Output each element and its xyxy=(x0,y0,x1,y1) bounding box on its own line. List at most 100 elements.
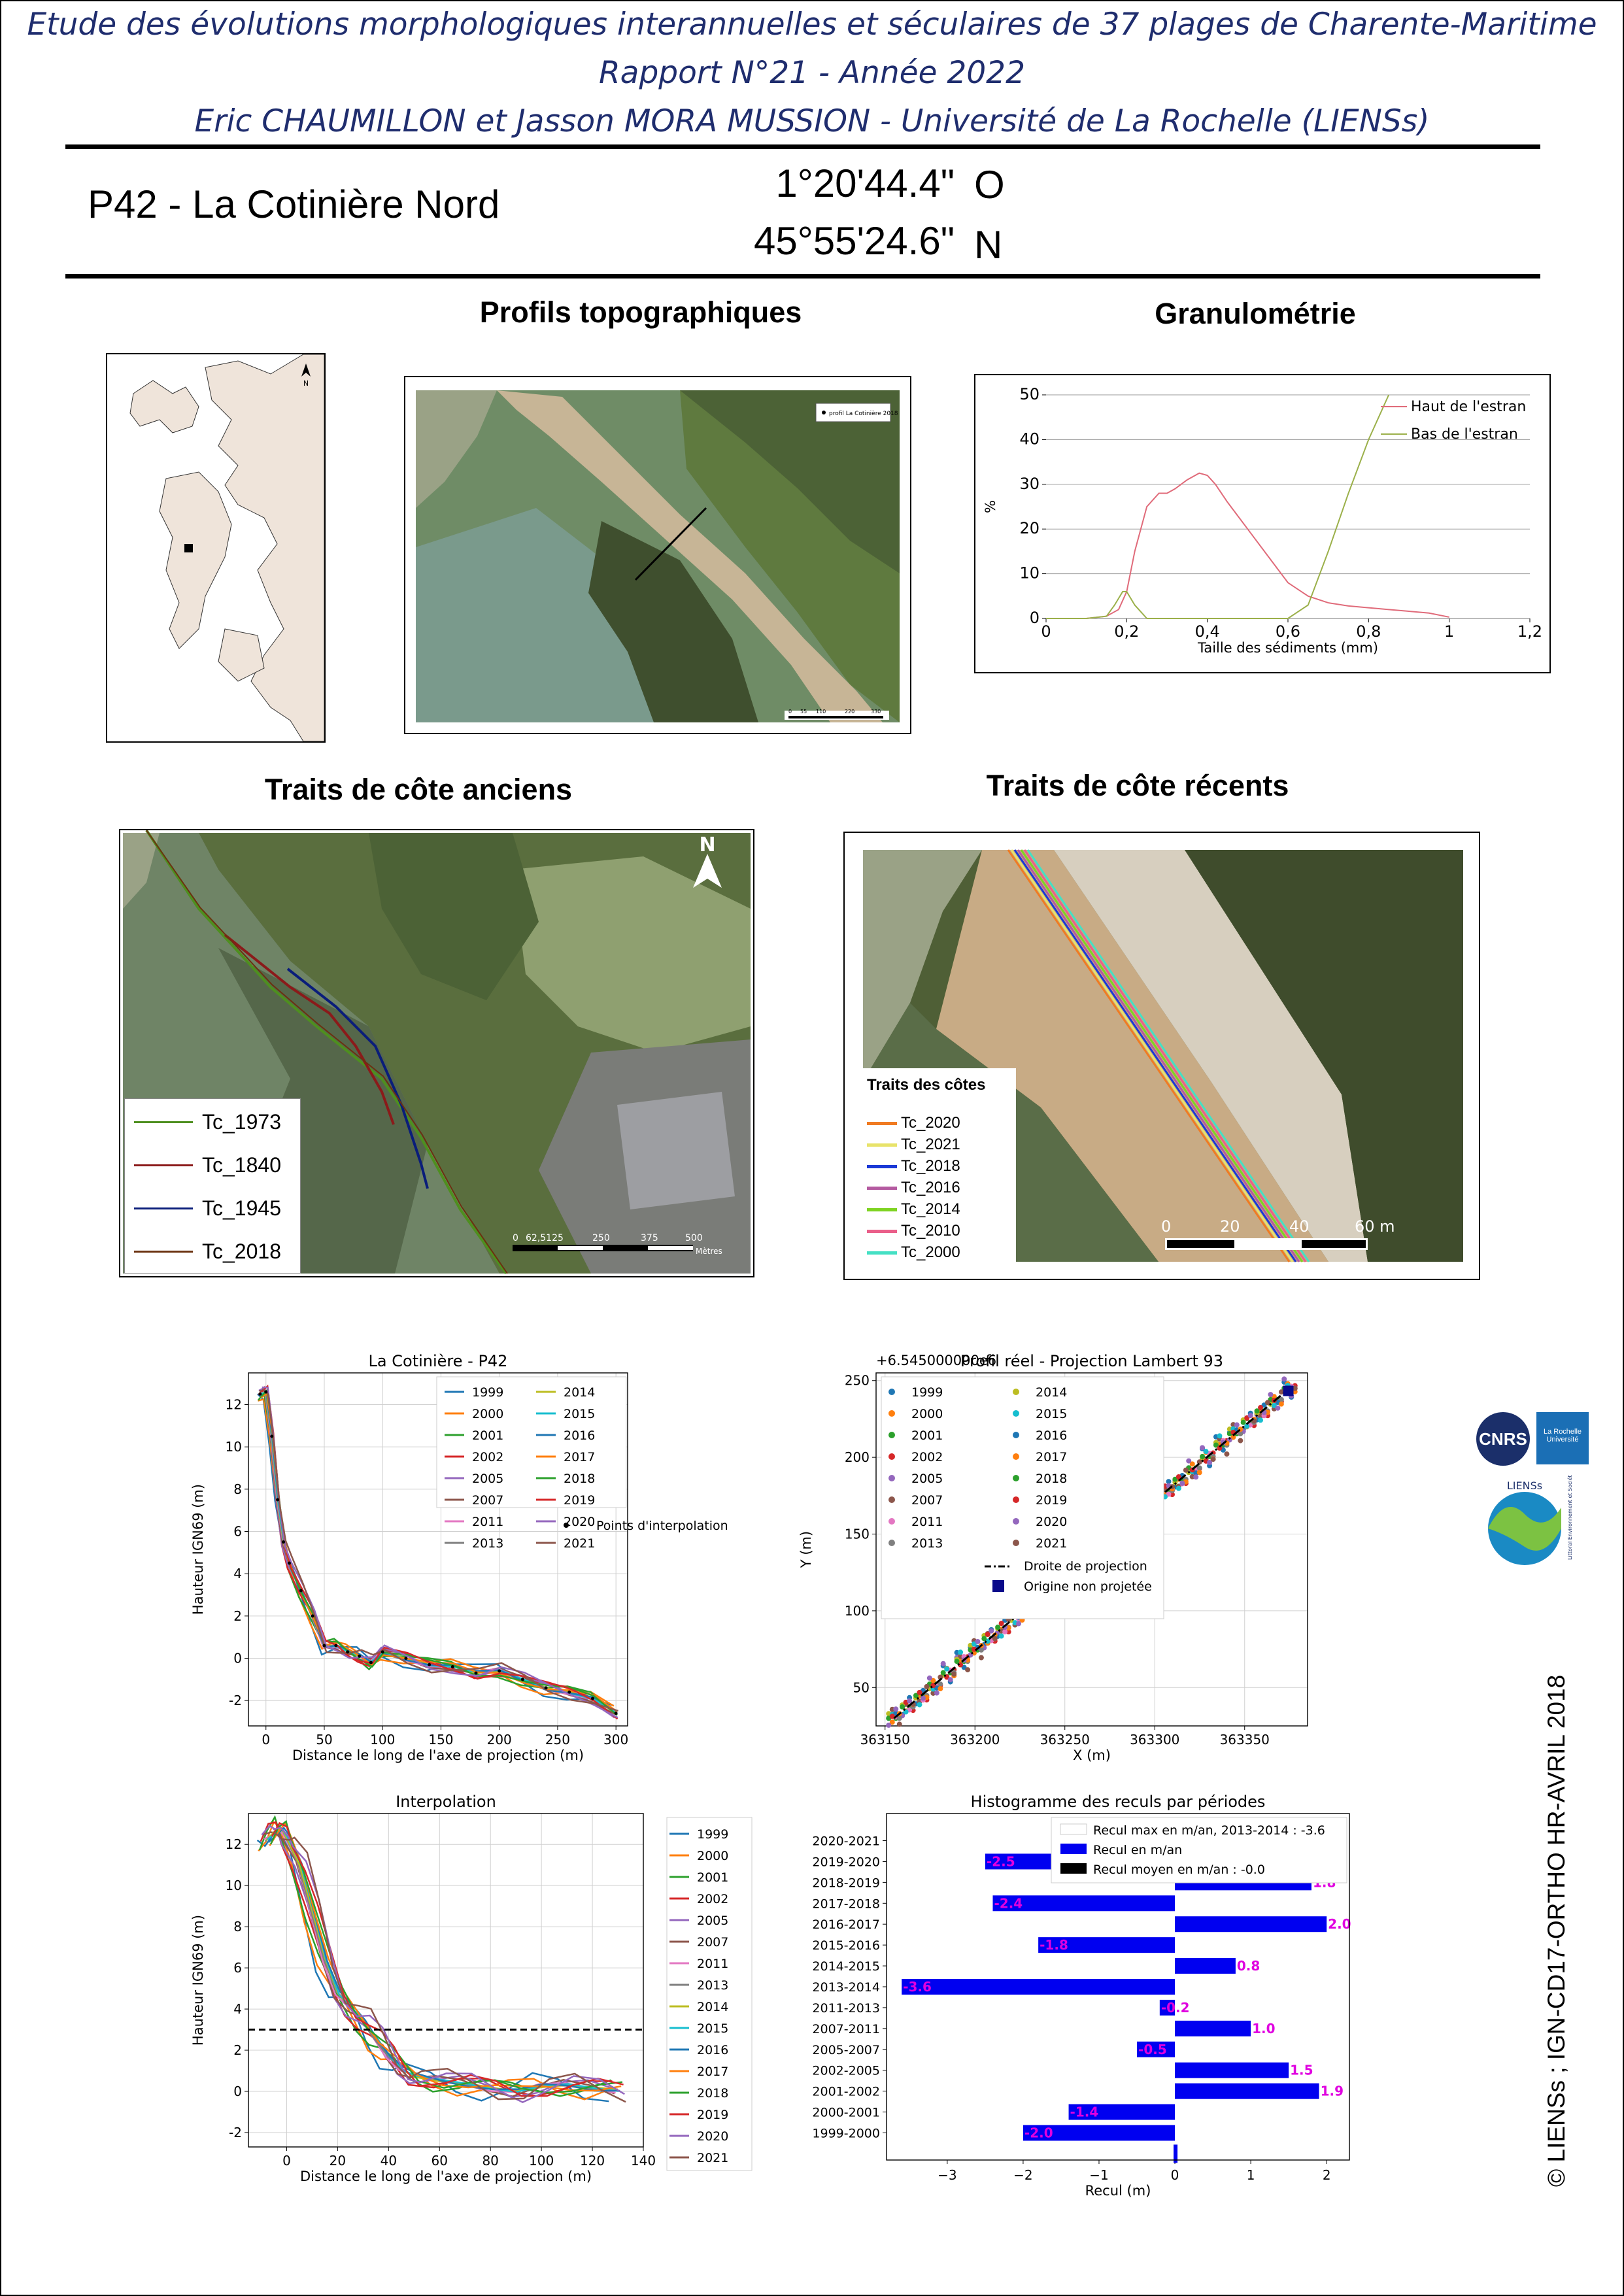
profile-photo-scale-bar xyxy=(788,716,883,718)
category-label: 2011-2013 xyxy=(812,2001,880,2016)
profile-point-2011 xyxy=(1002,1629,1008,1634)
profile-point-2021 xyxy=(1292,1385,1298,1391)
y-tick-label: 8 xyxy=(233,1481,242,1497)
x-tick-label: 0 xyxy=(282,2153,291,2169)
profile-point-2005 xyxy=(1281,1376,1287,1382)
x-tick-label: 1 xyxy=(1247,2167,1255,2183)
y-axis-label: % xyxy=(983,500,998,513)
profile-point-2018 xyxy=(1240,1419,1246,1425)
x-axis-label: X (m) xyxy=(1073,1747,1111,1763)
chart-legend xyxy=(1051,1817,1347,1883)
legend-label: Tc_1840 xyxy=(202,1153,281,1177)
old-coastline-map: N 0 62,5125 250 375 500 Mètres Tc_1973 Tc… xyxy=(119,829,754,1277)
category-label: 2015-2016 xyxy=(812,1938,880,1953)
profile-point-2013 xyxy=(1238,1431,1243,1437)
legend-marker xyxy=(1060,1863,1087,1874)
scale-label: 55 xyxy=(800,709,807,715)
chart-title: Interpolation xyxy=(396,1793,496,1811)
y-tick-label: 2 xyxy=(233,2042,242,2058)
x-tick-label: 250 xyxy=(545,1732,570,1747)
scale-label: 375 xyxy=(641,1233,658,1243)
north-arrow-icon xyxy=(693,854,722,888)
legend-swatch xyxy=(134,1121,193,1123)
lambert-chart: 363150 363200 363250 363300 363350 50 100 150 20… xyxy=(785,1334,1386,1785)
profile-point-2021 xyxy=(1265,1400,1271,1406)
legend-swatch xyxy=(867,1251,897,1255)
chart-title: La Cotinière - P42 xyxy=(369,1352,508,1370)
retreat-bar xyxy=(1038,1937,1176,1953)
profile-point-2018 xyxy=(1200,1453,1206,1459)
univ-logo: La Rochelle Université xyxy=(1536,1412,1589,1464)
profile-point-2021 xyxy=(1278,1389,1284,1395)
locator-north-label: N xyxy=(303,379,309,388)
profile-point-2021 xyxy=(1238,1438,1243,1443)
category-label: 2007-2011 xyxy=(812,2022,880,2036)
x-tick-label: 0,6 xyxy=(1276,622,1300,641)
legend-label: 2016 xyxy=(564,1428,595,1443)
site-latitude: 45°55'24.6" xyxy=(753,219,955,263)
legend-label: Tc_1973 xyxy=(202,1109,281,1134)
y-tick-label: 6 xyxy=(233,1524,242,1540)
legend-label: 2013 xyxy=(697,1978,728,1993)
lienss-logo: LIENSs Littoral Environnement et Société… xyxy=(1485,1469,1590,1566)
legend-marker xyxy=(888,1432,895,1438)
interp-line-2000 xyxy=(258,1821,611,2101)
profile-point-2015 xyxy=(1258,1417,1264,1423)
y-tick-label: 4 xyxy=(233,1566,242,1581)
x-tick-label: 140 xyxy=(631,2153,656,2169)
x-tick-label: 300 xyxy=(603,1732,628,1747)
x-tick-label: 0,2 xyxy=(1114,622,1139,641)
profile-point-2020 xyxy=(920,1695,926,1701)
section-title-profils: Profils topographiques xyxy=(479,295,802,329)
interpolation-chart: 0 20 40 60 80 100 120 140 -2 0 2 4 6 8 10 12 Interpolati… xyxy=(183,1765,785,2210)
x-tick-label: 150 xyxy=(428,1732,453,1747)
legend-label: 2002 xyxy=(472,1450,503,1464)
interpolation-point xyxy=(311,1614,314,1618)
profile-point-2020 xyxy=(1193,1474,1199,1480)
x-tick-label: 1 xyxy=(1444,622,1454,641)
profile-point-2016 xyxy=(1166,1479,1172,1485)
legend-label: 2019 xyxy=(564,1493,595,1508)
legend-marker xyxy=(1013,1453,1019,1460)
legend-marker xyxy=(1013,1518,1019,1525)
profile-point-2021 xyxy=(924,1683,930,1689)
legend-label: 2021 xyxy=(564,1536,595,1551)
legend-label: 2013 xyxy=(911,1536,943,1551)
profile-point-2020 xyxy=(947,1677,953,1683)
profile-line-2020 xyxy=(262,1386,618,1719)
scale-label: 220 xyxy=(845,709,854,715)
legend-marker xyxy=(1013,1389,1019,1395)
interpolation-point xyxy=(276,1498,280,1502)
interpolation-point xyxy=(270,1434,274,1438)
profile-point-2013 xyxy=(896,1715,902,1721)
y-tick-label: 0 xyxy=(233,2084,242,2099)
x-tick-label: 363350 xyxy=(1220,1732,1270,1747)
legend-label: 2020 xyxy=(564,1515,595,1529)
legend-label: 2016 xyxy=(1036,1428,1067,1443)
x-axis-label: Taille des sédiments (mm) xyxy=(1197,640,1378,656)
y-tick-label: 10 xyxy=(226,1878,242,1893)
legend-swatch xyxy=(867,1164,897,1168)
legend-label: 2005 xyxy=(911,1472,943,1486)
lienss-logo-subtext: Littoral Environnement et Sociétés xyxy=(1566,1475,1573,1560)
interpolation-point xyxy=(450,1664,454,1668)
y-tick-label: 10 xyxy=(226,1439,242,1455)
plot-frame xyxy=(248,1372,628,1727)
origin-marker xyxy=(1283,1385,1294,1396)
profile-line xyxy=(634,507,707,581)
interpolation-point xyxy=(404,1657,408,1661)
site-latitude-dir: N xyxy=(974,223,1003,267)
plot-frame xyxy=(886,1813,1350,2161)
y-tick-label: 150 xyxy=(845,1527,870,1542)
retreat-bar xyxy=(992,1895,1176,1912)
site-marker xyxy=(184,544,193,552)
y-tick-label: 12 xyxy=(226,1397,242,1413)
x-tick-label: 80 xyxy=(482,2153,498,2169)
profile-point-2020 xyxy=(989,1628,994,1634)
old-map-north-label: N xyxy=(699,834,715,856)
y-tick-label: 50 xyxy=(853,1680,870,1695)
profile-point-2005 xyxy=(1200,1445,1206,1451)
legend-label: 2021 xyxy=(1036,1536,1067,1551)
category-label: 2016-2017 xyxy=(812,1917,880,1932)
